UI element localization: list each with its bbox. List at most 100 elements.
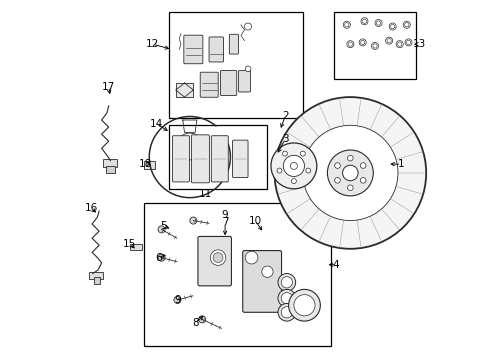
Circle shape <box>334 177 340 183</box>
Circle shape <box>244 23 251 30</box>
Circle shape <box>305 168 310 173</box>
Circle shape <box>386 39 390 43</box>
Text: 11: 11 <box>199 189 212 199</box>
Text: 2: 2 <box>281 112 288 121</box>
Text: 4: 4 <box>332 260 339 270</box>
Text: 13: 13 <box>412 39 425 49</box>
Circle shape <box>404 23 408 27</box>
Circle shape <box>397 42 401 46</box>
Circle shape <box>293 294 314 316</box>
Text: 16: 16 <box>84 203 98 213</box>
Text: 18: 18 <box>139 159 152 169</box>
Circle shape <box>281 307 292 318</box>
Circle shape <box>334 163 340 168</box>
Text: 17: 17 <box>102 81 115 91</box>
FancyBboxPatch shape <box>183 35 203 64</box>
Circle shape <box>360 177 365 183</box>
Circle shape <box>346 41 353 48</box>
Circle shape <box>198 316 205 323</box>
FancyBboxPatch shape <box>198 237 231 286</box>
Circle shape <box>358 39 366 46</box>
Circle shape <box>327 150 372 196</box>
Text: 3: 3 <box>281 134 288 144</box>
Circle shape <box>406 40 410 45</box>
Circle shape <box>281 277 292 288</box>
Text: 12: 12 <box>146 39 159 49</box>
Circle shape <box>388 23 395 30</box>
FancyBboxPatch shape <box>208 37 223 62</box>
Bar <box>89 272 103 279</box>
Circle shape <box>278 289 295 307</box>
Bar <box>143 203 330 346</box>
Circle shape <box>374 19 381 27</box>
Circle shape <box>210 250 225 265</box>
Bar <box>143 161 154 169</box>
FancyBboxPatch shape <box>191 135 209 183</box>
Circle shape <box>276 168 282 173</box>
Text: 1: 1 <box>397 159 404 169</box>
Circle shape <box>342 165 357 181</box>
Circle shape <box>213 253 223 262</box>
Circle shape <box>278 303 295 321</box>
Circle shape <box>403 21 409 28</box>
Circle shape <box>362 19 366 23</box>
Text: 9: 9 <box>174 295 181 305</box>
Circle shape <box>290 162 297 170</box>
FancyBboxPatch shape <box>229 34 238 54</box>
Circle shape <box>395 41 403 48</box>
FancyBboxPatch shape <box>220 71 236 95</box>
Circle shape <box>360 163 365 168</box>
Circle shape <box>270 143 316 189</box>
Circle shape <box>300 151 305 156</box>
FancyBboxPatch shape <box>238 71 250 92</box>
Circle shape <box>158 254 165 261</box>
Circle shape <box>174 296 181 303</box>
Text: 6: 6 <box>154 253 161 262</box>
Circle shape <box>347 42 352 46</box>
Text: 9: 9 <box>222 210 228 220</box>
Text: 15: 15 <box>123 239 136 248</box>
Circle shape <box>176 133 203 160</box>
Circle shape <box>291 179 296 184</box>
Circle shape <box>376 21 380 25</box>
Bar <box>93 277 100 284</box>
Circle shape <box>360 40 364 45</box>
Bar <box>168 12 302 118</box>
Bar <box>106 166 114 173</box>
Circle shape <box>278 274 295 291</box>
FancyBboxPatch shape <box>242 251 281 312</box>
Circle shape <box>283 155 304 176</box>
Text: 7: 7 <box>222 217 228 227</box>
Circle shape <box>274 97 426 249</box>
Circle shape <box>158 226 165 233</box>
Circle shape <box>302 125 397 221</box>
Circle shape <box>385 37 392 44</box>
Circle shape <box>344 23 348 27</box>
Bar <box>102 159 117 167</box>
Circle shape <box>343 21 349 28</box>
Circle shape <box>372 44 376 48</box>
Circle shape <box>404 39 411 46</box>
Text: 8: 8 <box>191 318 198 328</box>
FancyBboxPatch shape <box>200 72 218 97</box>
Bar <box>130 243 142 250</box>
FancyBboxPatch shape <box>172 136 189 182</box>
Circle shape <box>390 24 394 29</box>
FancyBboxPatch shape <box>232 140 247 177</box>
FancyBboxPatch shape <box>211 136 228 182</box>
Circle shape <box>347 185 352 190</box>
Circle shape <box>189 217 197 224</box>
Circle shape <box>347 155 352 161</box>
Bar <box>168 125 267 189</box>
Text: 5: 5 <box>160 221 166 231</box>
Circle shape <box>282 151 287 156</box>
Text: 10: 10 <box>248 216 261 226</box>
Bar <box>175 83 193 97</box>
Text: 14: 14 <box>149 118 163 129</box>
Circle shape <box>371 42 378 49</box>
Circle shape <box>261 266 272 277</box>
Circle shape <box>244 251 257 264</box>
Circle shape <box>281 293 292 304</box>
Circle shape <box>244 66 250 72</box>
Circle shape <box>360 18 367 25</box>
